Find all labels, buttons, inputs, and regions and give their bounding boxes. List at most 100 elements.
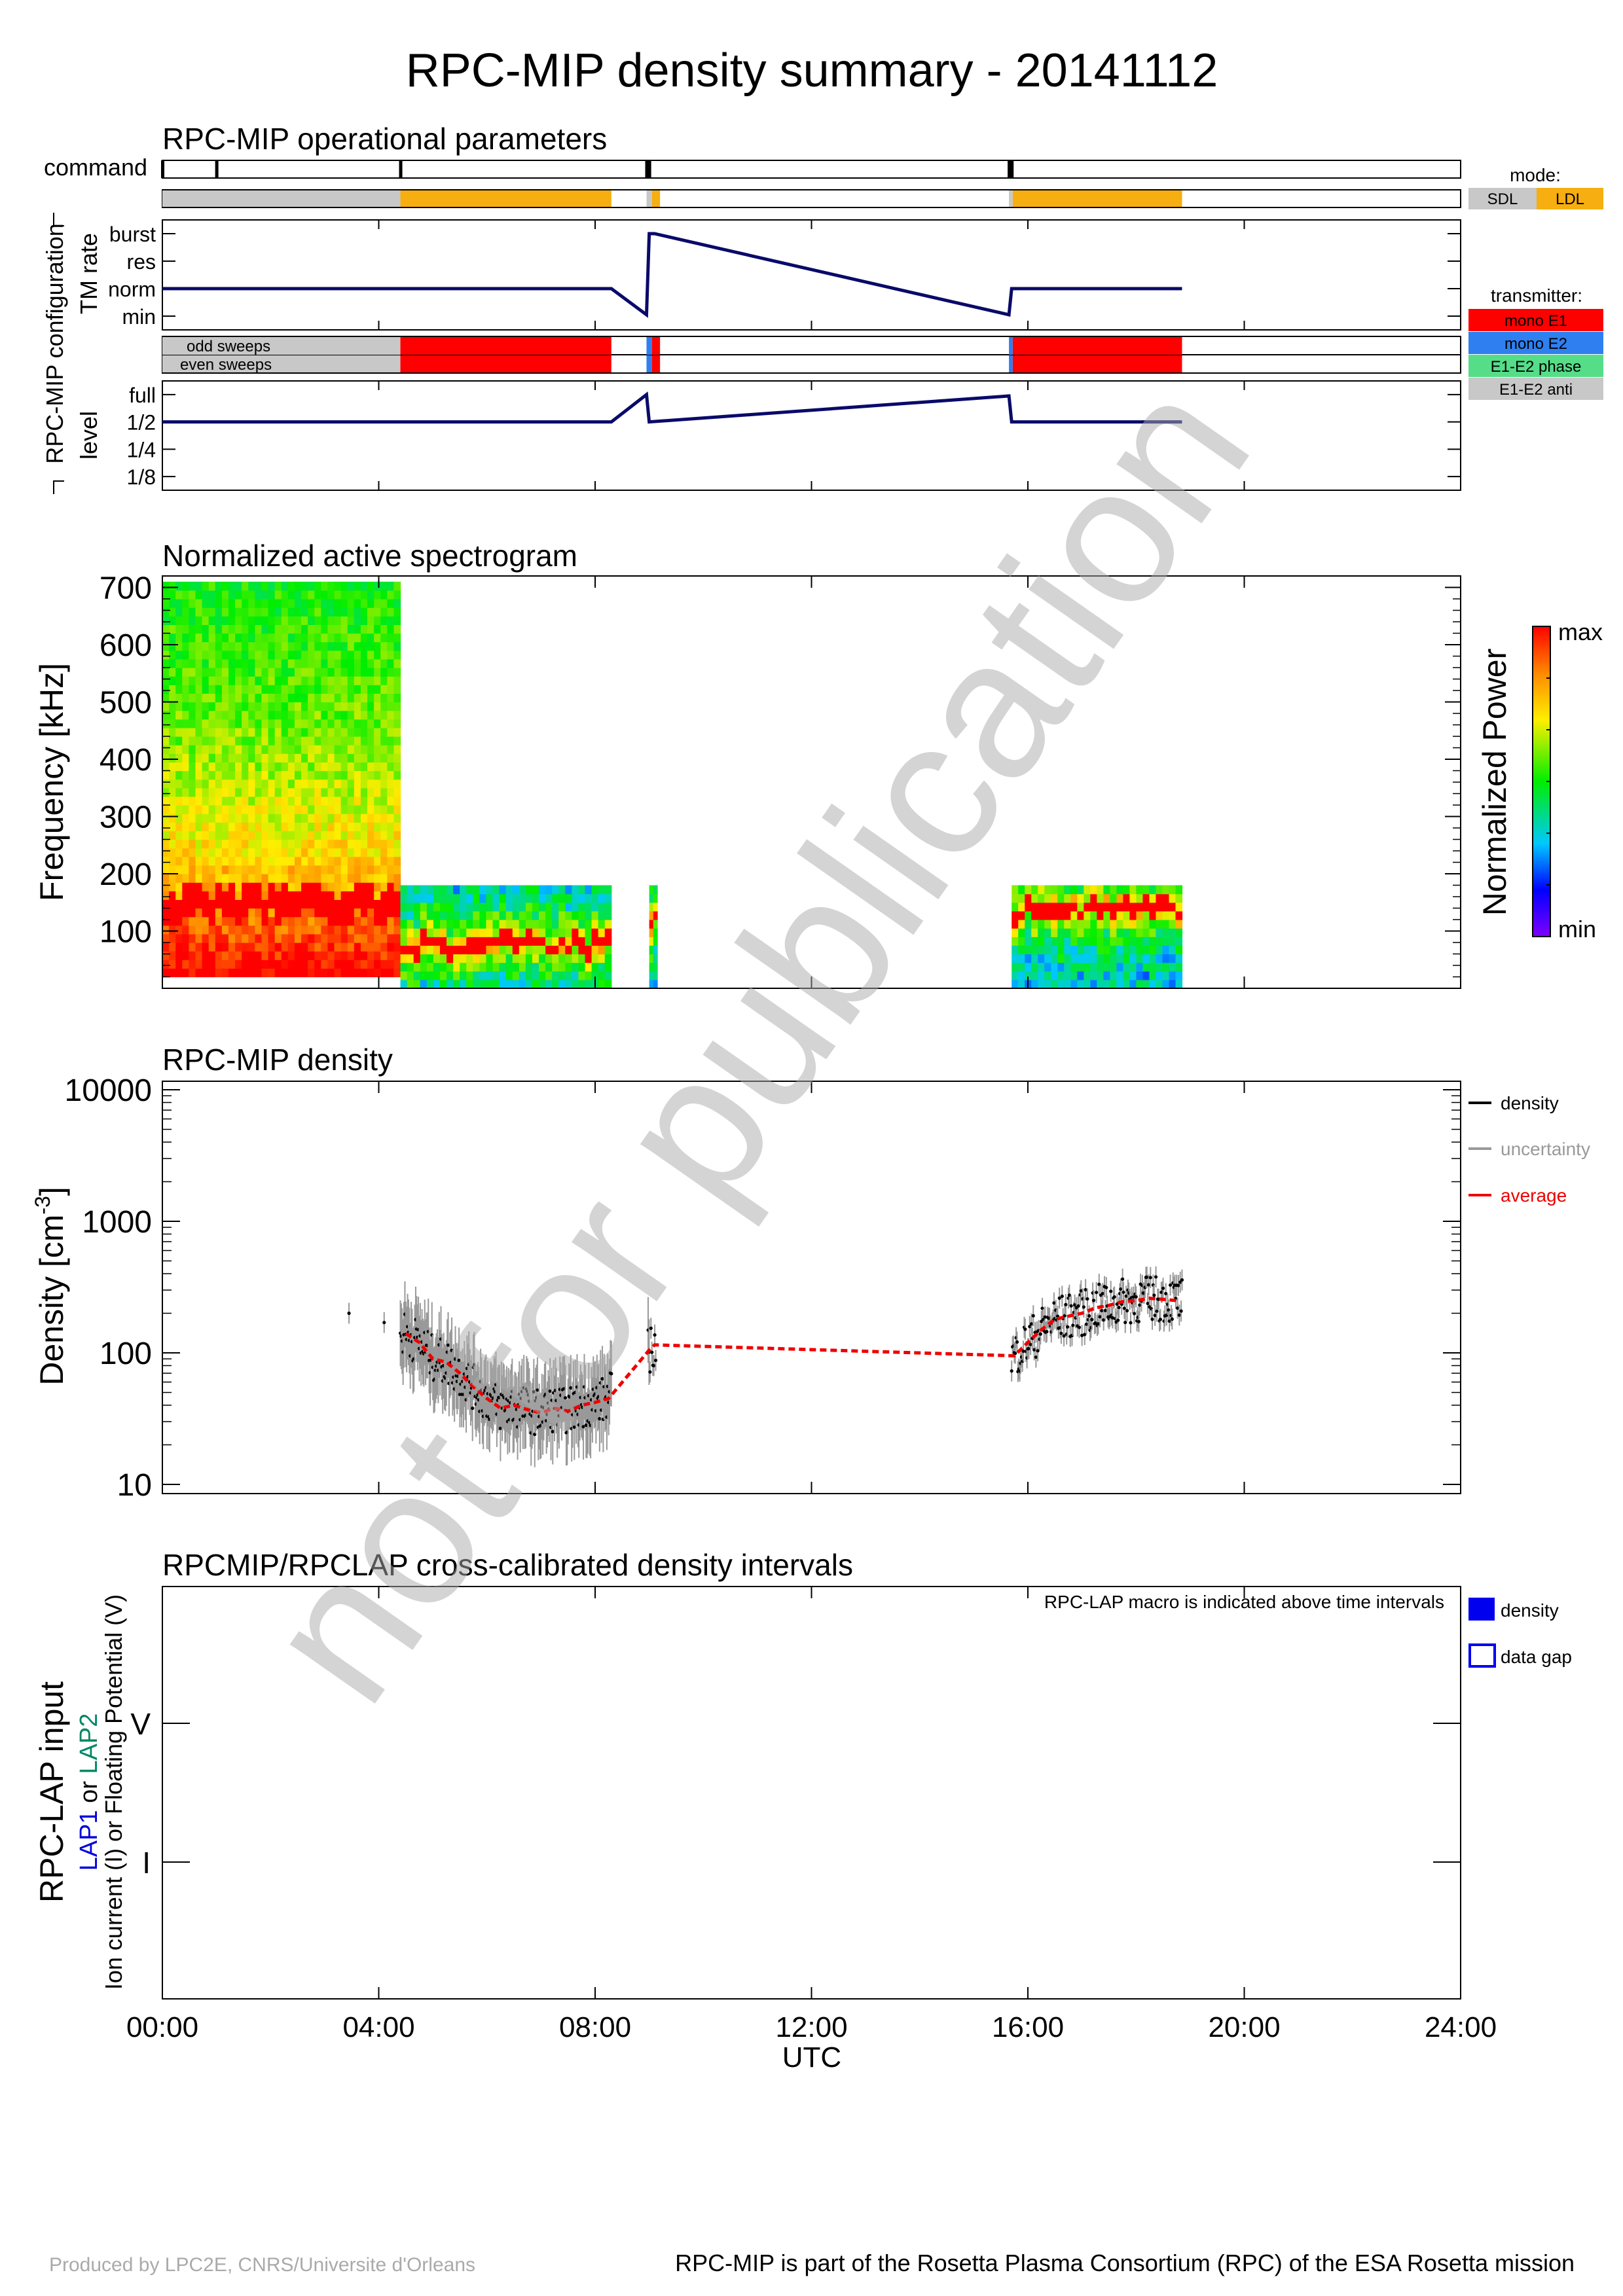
spectrogram-cell xyxy=(221,899,229,909)
spectrogram-cell xyxy=(598,893,606,903)
spectrogram-cell xyxy=(473,910,480,920)
spectrogram-cell xyxy=(175,599,183,608)
spectrogram-cell xyxy=(235,822,242,831)
spectrogram-cell xyxy=(274,831,282,840)
spectrogram-cell xyxy=(1044,910,1051,920)
spectrogram-cell xyxy=(367,762,374,772)
spectrogram-cell xyxy=(340,633,348,643)
spectrogram-cell xyxy=(387,676,395,685)
spectrogram-cell xyxy=(558,920,566,929)
spectrogram-cell xyxy=(360,727,368,737)
density-point xyxy=(1069,1304,1073,1308)
spectrogram-cell xyxy=(308,702,315,711)
spectrogram-cell xyxy=(1044,885,1051,895)
spectrogram-cell xyxy=(261,581,269,591)
spectrogram-cell xyxy=(347,745,355,754)
spectrogram-cell xyxy=(321,822,329,831)
tx-legend-anti: E1-E2 anti xyxy=(1499,381,1573,399)
spectrogram-cell xyxy=(1149,920,1157,929)
spectrogram-cell xyxy=(235,865,242,874)
colorbar-min: min xyxy=(1558,916,1596,942)
spectrogram-cell xyxy=(393,590,401,600)
spectrogram-cell xyxy=(1116,902,1123,912)
spectrogram-cell xyxy=(248,581,255,591)
spectrogram-cell xyxy=(1012,910,1019,920)
spectrogram-cell xyxy=(426,937,434,946)
spectrogram-cell xyxy=(512,937,520,946)
spectrogram-cell xyxy=(261,624,269,634)
spectrogram-cell xyxy=(374,779,381,789)
spectrogram-cell xyxy=(314,599,321,608)
spectrogram-cell xyxy=(169,916,176,926)
spectrogram-cell xyxy=(367,779,374,789)
spectrogram-cell xyxy=(215,933,223,943)
spectrogram-cell xyxy=(215,848,223,857)
spectrogram-cell xyxy=(340,848,348,857)
spectrogram-cell xyxy=(169,925,176,935)
spectrogram-cell xyxy=(374,727,381,737)
spectrogram-cell xyxy=(1149,979,1157,989)
spectrogram-cell xyxy=(287,848,295,857)
spectrogram-cell xyxy=(321,702,329,711)
spectrogram-cell xyxy=(175,822,183,831)
spectrogram-cell xyxy=(287,633,295,643)
spectrogram-cell xyxy=(255,727,263,737)
spectrogram-cell xyxy=(453,910,460,920)
spectrogram-cell xyxy=(195,805,203,814)
spectrogram-cell xyxy=(308,848,315,857)
spectrogram-cell xyxy=(261,753,269,762)
spectrogram-cell xyxy=(1156,893,1163,903)
spectrogram-cell xyxy=(340,882,348,891)
spectrogram-cell xyxy=(327,693,335,703)
spectrogram-cell xyxy=(334,839,342,849)
spectrogram-cell xyxy=(565,971,572,980)
spectrogram-cell xyxy=(360,641,368,651)
spectrogram-cell xyxy=(228,753,236,762)
spectrogram-cell xyxy=(387,899,395,909)
spectrogram-cell xyxy=(261,933,269,943)
spectrogram-cell xyxy=(591,910,599,920)
spectrogram-cell xyxy=(189,908,196,918)
density-point xyxy=(1059,1331,1063,1335)
spectrogram-cell xyxy=(1097,910,1104,920)
spectrogram-cell xyxy=(175,633,183,643)
spectrogram-cell xyxy=(1051,979,1058,989)
spectrogram-cell xyxy=(228,710,236,720)
spectrogram-cell xyxy=(195,908,203,918)
spectrogram-cell xyxy=(334,633,342,643)
density-point xyxy=(1122,1306,1126,1310)
spectrogram-cell xyxy=(208,633,216,643)
spectrogram-cell xyxy=(169,624,176,634)
density-point xyxy=(653,1358,658,1363)
spectrogram-cell xyxy=(1103,893,1110,903)
spectrogram-cell xyxy=(327,719,335,728)
spectrogram-cell xyxy=(189,658,196,668)
spectrogram-cell xyxy=(248,908,255,918)
spectrogram-cell xyxy=(221,831,229,840)
spectrogram-cell xyxy=(1025,902,1032,912)
spectrogram-cell xyxy=(261,616,269,625)
spectrogram-cell xyxy=(367,641,374,651)
density-point xyxy=(1125,1309,1129,1313)
spectrogram-cell xyxy=(340,942,348,952)
spectrogram-cell xyxy=(1038,945,1045,955)
spectrogram-cell xyxy=(301,805,308,814)
spectrogram-cell xyxy=(374,745,381,754)
spectrogram-cell xyxy=(189,685,196,694)
spectrogram-cell xyxy=(360,805,368,814)
spectrogram-cell xyxy=(242,693,249,703)
spectrogram-cell xyxy=(287,745,295,754)
spectrogram-cell xyxy=(354,822,361,831)
spectrogram-cell xyxy=(248,951,255,960)
spectrogram-cell xyxy=(367,616,374,625)
spectrogram-cell xyxy=(347,770,355,780)
spectrogram-cell xyxy=(261,822,269,831)
spectrogram-cell xyxy=(486,902,494,912)
spectrogram-cell xyxy=(215,968,223,978)
spectrogram-cell xyxy=(360,891,368,900)
spectrogram-cell xyxy=(1156,954,1163,963)
spectrogram-cell xyxy=(261,736,269,745)
spectrogram-cell xyxy=(499,893,507,903)
spectrogram-cell xyxy=(242,702,249,711)
spectrogram-cell xyxy=(162,916,170,926)
